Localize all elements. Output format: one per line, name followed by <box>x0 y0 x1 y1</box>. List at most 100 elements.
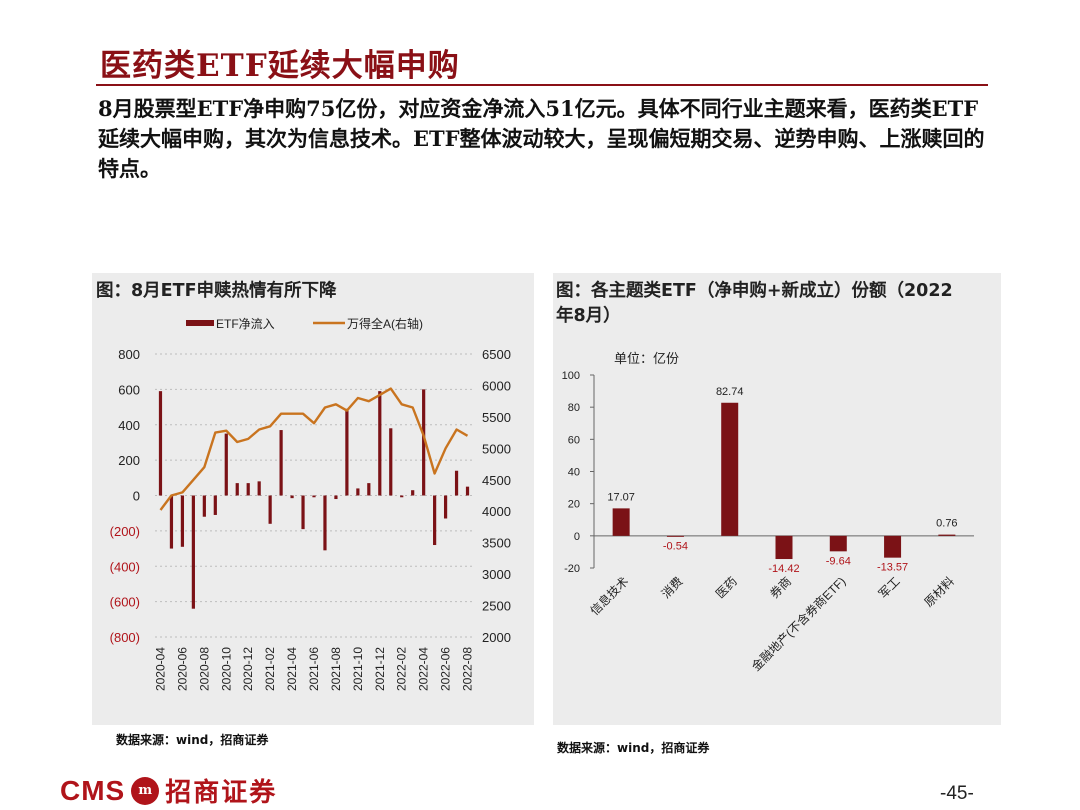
theme-bar <box>884 535 902 558</box>
page-number: -45- <box>940 783 974 804</box>
y-axis-tick: 20 <box>568 499 580 511</box>
data-label: 82.74 <box>716 386 744 398</box>
y-axis-tick: 80 <box>568 402 580 414</box>
left-axis-tick: (800) <box>110 630 140 645</box>
right-axis-tick: 3000 <box>482 567 511 582</box>
y-axis-tick: -20 <box>564 563 580 575</box>
data-label: 0.76 <box>936 518 957 530</box>
etf-flow-bar <box>454 470 459 496</box>
theme-bar <box>612 508 630 536</box>
etf-flow-bar <box>301 495 305 530</box>
category-label: 军工 <box>876 574 903 601</box>
x-axis-tick: 2022-08 <box>461 647 475 691</box>
legend-line-label: 万得全A(右轴) <box>347 316 423 331</box>
etf-flow-bar <box>389 428 393 496</box>
category-label: 医药 <box>713 574 740 601</box>
right-axis-tick: 2500 <box>482 599 511 614</box>
unit-label: 单位：亿份 <box>614 351 679 366</box>
etf-flow-bar <box>268 495 272 524</box>
x-axis-tick: 2022-02 <box>395 647 409 691</box>
left-axis-tick: 600 <box>118 382 140 397</box>
x-axis-tick: 2022-04 <box>417 647 431 691</box>
etf-flow-bar <box>246 483 250 496</box>
logo-badge-icon: m <box>131 776 160 805</box>
right-axis-tick: 5000 <box>482 441 511 456</box>
etf-flow-bar <box>323 495 327 551</box>
etf-flow-bar <box>213 495 217 515</box>
y-axis-tick: 0 <box>574 531 580 543</box>
y-axis-tick: 40 <box>568 467 580 479</box>
x-axis-tick: 2021-08 <box>329 647 343 691</box>
etf-flow-bar <box>279 430 283 496</box>
etf-flow-bar <box>312 495 316 498</box>
right-axis-tick: 6000 <box>482 378 511 393</box>
x-axis-tick: 2021-12 <box>373 647 387 691</box>
x-axis-tick: 2020-08 <box>197 647 211 691</box>
etf-flow-bar <box>356 488 360 496</box>
category-label: 券商 <box>767 574 795 602</box>
etf-flow-bar <box>224 433 228 496</box>
category-label: 原材料 <box>922 574 957 609</box>
left-axis-tick: (200) <box>110 524 140 539</box>
x-axis-tick: 2020-06 <box>175 647 189 691</box>
category-label: 消费 <box>659 574 686 601</box>
etf-flow-bar <box>443 495 448 519</box>
left-axis-tick: 400 <box>118 418 140 433</box>
data-label: -9.64 <box>826 555 851 567</box>
etf-flow-bar <box>433 495 437 546</box>
right-chart-source: 数据来源：wind，招商证券 <box>557 741 710 755</box>
etf-flow-bar <box>257 481 261 496</box>
data-label: 17.07 <box>607 491 635 503</box>
right-chart-panel <box>553 273 1001 725</box>
title-divider <box>96 84 988 86</box>
etf-flow-bar <box>465 486 470 496</box>
data-label: -14.42 <box>768 563 799 575</box>
category-label: 金融地产(不含券商ETF) <box>748 574 848 674</box>
x-axis-tick: 2020-10 <box>219 647 233 691</box>
etf-flow-bar <box>169 495 174 549</box>
right-chart-title-line1: 图：各主题类ETF（净申购+新成立）份额（2022 <box>556 281 953 301</box>
etf-flow-bar <box>411 490 415 496</box>
theme-bar <box>829 535 847 552</box>
category-label: 信息技术 <box>587 574 632 619</box>
x-axis-tick: 2021-04 <box>285 647 299 691</box>
logo-company-name: 招商证券 <box>165 778 278 808</box>
etf-flow-bar <box>345 408 349 496</box>
etf-flow-bar <box>367 483 371 496</box>
etf-flow-bar <box>202 495 206 517</box>
theme-bar <box>938 534 956 536</box>
left-chart-title: 图：8月ETF申赎热情有所下降 <box>96 281 337 301</box>
summary-text: 8月股票型ETF净申购75亿份，对应资金净流入51亿元。具体不同行业主题来看，医… <box>98 96 985 181</box>
x-axis-tick: 2021-06 <box>307 647 321 691</box>
left-axis-tick: 800 <box>118 347 140 362</box>
x-axis-tick: 2021-02 <box>263 647 277 691</box>
etf-flow-bar <box>334 495 338 500</box>
etf-flow-bar <box>422 389 426 496</box>
theme-bar <box>721 402 739 536</box>
theme-bar <box>775 535 793 560</box>
y-axis-tick: 100 <box>562 370 580 382</box>
theme-etf-chart: 单位：亿份 100 80 60 40 20 0 -20 17.07 -0.54 82.74 -14.4… <box>562 351 974 674</box>
right-axis-tick: 4500 <box>482 473 511 488</box>
logo-cms-text: CMS <box>60 774 126 806</box>
left-axis-tick: 0 <box>133 489 140 504</box>
etf-flow-bar <box>180 495 185 547</box>
etf-flow-bar <box>235 483 239 496</box>
data-label: -0.54 <box>663 541 688 553</box>
legend-bar-label: ETF净流入 <box>216 317 275 331</box>
x-axis-tick: 2021-10 <box>351 647 365 691</box>
right-axis-tick: 5500 <box>482 410 511 425</box>
company-logo: CMS m 招商证券 <box>60 772 277 809</box>
etf-flow-bar <box>191 495 195 609</box>
etf-flow-bar <box>290 495 294 499</box>
slide-title: 医药类ETF延续大幅申购 <box>100 48 460 84</box>
legend-bar-swatch <box>186 320 214 326</box>
left-chart-panel <box>92 273 534 725</box>
left-axis-tick: 200 <box>118 453 140 468</box>
etf-flow-bar <box>378 391 382 496</box>
right-axis-tick: 6500 <box>482 347 511 362</box>
data-label: -13.57 <box>877 562 908 574</box>
left-axis-tick: (400) <box>110 559 140 574</box>
right-axis-tick: 4000 <box>482 504 511 519</box>
etf-flow-chart: ETF净流入 万得全A(右轴)8006004002000(200)(400)(60… <box>110 316 511 691</box>
